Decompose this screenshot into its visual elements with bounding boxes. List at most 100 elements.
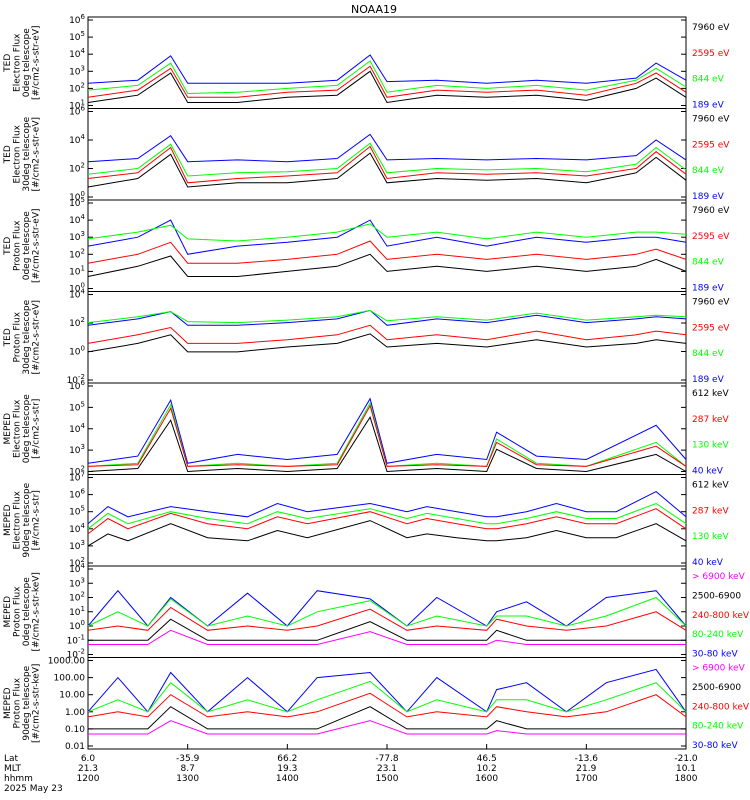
series-line [87, 401, 687, 467]
legend-entry: 2595 eV [692, 232, 730, 242]
panels-group: TEDElectron Flux0deg telescope[#/cm2-s-s… [3, 13, 750, 752]
legend-entry: 2595 eV [692, 140, 730, 150]
series-line [87, 223, 687, 242]
y-tick-label: 0.10 [65, 725, 85, 735]
x-tick-label: 21.3 [78, 764, 98, 774]
y-tick-label: 107 [69, 471, 85, 484]
x-tick-label: 21.9 [576, 764, 596, 774]
chart-title: NOAA19 [351, 3, 397, 16]
series-line [87, 404, 687, 467]
y-tick-label: 106 [69, 379, 85, 392]
legend-entry: 40 keV [692, 467, 724, 477]
legend-entry: > 6900 keV [692, 572, 746, 582]
x-tick-label: 46.5 [477, 754, 497, 764]
y-tick-label: 101 [69, 605, 85, 618]
series-line [87, 520, 687, 547]
legend-entry: 189 eV [692, 284, 725, 294]
legend-entry: 7960 eV [692, 115, 730, 125]
y-tick-label: 105 [69, 30, 85, 43]
legend-entry: 80-240 keV [692, 722, 744, 732]
legend-entry: 844 eV [692, 349, 725, 359]
x-row-label: hhmm [4, 774, 33, 784]
y-axis-label-line: 0deg telescope [22, 394, 32, 464]
y-axis-label-line: Electron Flux [13, 399, 23, 458]
y-axis-label: MEPEDElectron Flux90deg telescope[#/cm2-… [3, 482, 42, 557]
legend-entry: 40 keV [692, 558, 724, 568]
y-tick-label: 100.00 [54, 674, 86, 684]
y-axis-label-line: [#/cm2-s-str-eV] [32, 117, 42, 192]
legend-entry: 189 eV [692, 192, 725, 202]
y-axis-label-line: Electron Flux [13, 490, 23, 549]
y-axis-label-line: Proton Flux [13, 586, 23, 637]
x-tick-label: -35.9 [176, 754, 200, 764]
legend-entry: 80-240 keV [692, 630, 744, 640]
y-tick-label: 102 [69, 81, 85, 94]
y-axis-label-line: 0deg telescope [22, 28, 32, 98]
y-tick-label: 106 [69, 105, 85, 118]
series-line [88, 618, 686, 641]
x-tick-label: 8.7 [181, 764, 195, 774]
legend-entry: 2500-6900 [692, 683, 741, 693]
legend-entry: 30-80 keV [692, 650, 738, 660]
series-line [87, 397, 687, 464]
series-line [87, 142, 687, 177]
y-axis-label: MEPEDProton Flux0deg telescope[#/cm2-s-s… [3, 572, 42, 651]
series-line [88, 629, 686, 645]
series-line [87, 416, 687, 473]
x-tick-label: 1500 [376, 774, 399, 784]
y-axis-label-line: 0deg telescope [22, 211, 32, 281]
series-line [87, 145, 687, 184]
x-tick-label: -21.0 [674, 754, 698, 764]
y-tick-label: 104 [69, 422, 85, 435]
y-axis-label-line: Proton Flux [13, 677, 23, 728]
y-tick-label: 10.00 [59, 691, 85, 701]
y-axis-label-line: 90deg telescope [22, 482, 32, 557]
y-axis-label: MEPEDElectron Flux0deg telescope[#/cm2-s… [3, 394, 42, 464]
legend-entry: 30-80 keV [692, 741, 738, 751]
y-tick-label: 102 [69, 162, 85, 175]
series-line [87, 508, 687, 535]
y-tick-label: 104 [69, 562, 85, 575]
panel-frame [87, 108, 687, 201]
legend-entry: > 6900 keV [692, 664, 746, 674]
x-tick-label: 66.2 [277, 754, 297, 764]
y-axis-label: TEDElectron Flux30deg telescope[#/cm2-s-… [3, 116, 42, 191]
x-tick-label: 1700 [575, 774, 598, 784]
legend-entry: 130 keV [692, 441, 729, 451]
y-tick-label: 104 [69, 288, 85, 301]
panel-7: MEPEDProton Flux0deg telescope[#/cm2-s-s… [3, 562, 750, 661]
series-line [87, 309, 687, 324]
legend-entry: 2500-6900 [692, 591, 741, 601]
x-tick-label: 10.2 [477, 764, 497, 774]
panel-frame [87, 16, 687, 109]
x-tick-label: 1800 [675, 774, 698, 784]
x-tick-label: 1400 [276, 774, 299, 784]
y-axis-label-line: Electron Flux [13, 33, 23, 92]
y-axis-label: TEDProton Flux30deg telescope[#/cm2-s-st… [3, 299, 42, 374]
y-tick-label: 100 [69, 190, 85, 203]
x-tick-label: -77.8 [375, 754, 399, 764]
legend-entry: 844 eV [692, 258, 725, 268]
series-line [87, 70, 687, 104]
y-tick-label: 102 [69, 591, 85, 604]
y-axis-label-line: [#/cm2-s-str-keV] [32, 664, 42, 743]
y-axis-label-line: TED [3, 145, 13, 164]
series-line [87, 65, 687, 98]
y-tick-label: 10-2 [67, 373, 85, 386]
legend-entry: 130 keV [692, 532, 729, 542]
series-line [87, 219, 687, 255]
y-tick-label: 10-1 [67, 633, 85, 646]
y-tick-label: 1.00 [65, 708, 85, 718]
y-axis-label-line: 90deg telescope [22, 665, 32, 740]
x-tick-label: 1200 [77, 774, 100, 784]
legend-entry: 844 eV [692, 75, 725, 85]
legend-entry: 240-800 keV [692, 702, 750, 712]
series-line [88, 720, 686, 735]
series-line [87, 596, 687, 627]
y-axis-label-line: Proton Flux [13, 311, 23, 362]
x-tick-label: 6.0 [81, 754, 96, 764]
y-tick-label: 10-2 [67, 648, 85, 661]
series-line [87, 606, 687, 631]
panel-2: TEDElectron Flux30deg telescope[#/cm2-s-… [3, 105, 730, 204]
